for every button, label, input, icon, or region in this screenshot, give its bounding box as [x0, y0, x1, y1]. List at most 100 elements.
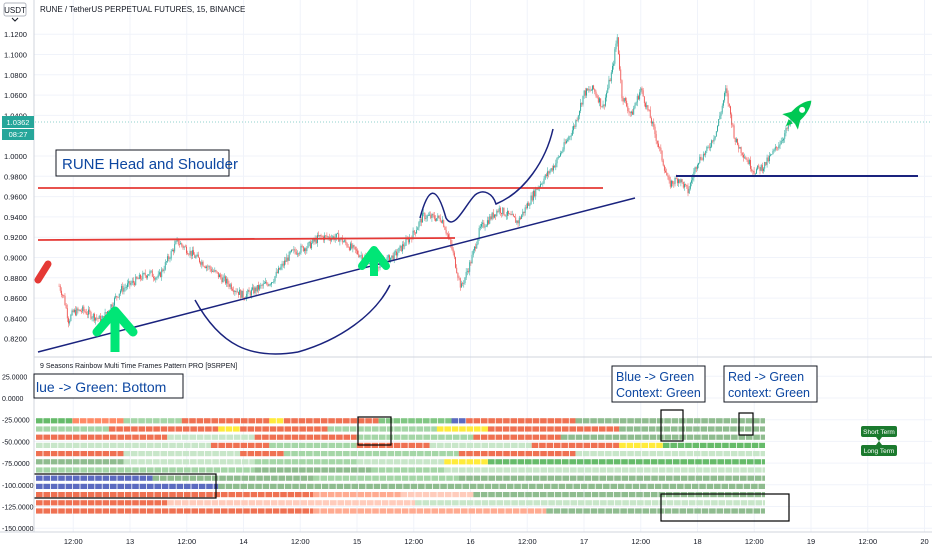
- indicator-cell: [584, 492, 591, 498]
- candle-body: [394, 251, 396, 253]
- indicator-cell: [343, 442, 350, 448]
- indicator-cell: [558, 483, 566, 489]
- title-annotation[interactable]: RUNE Head and Shoulder: [55, 149, 238, 177]
- indicator-cell: [269, 451, 277, 457]
- indicator-cell: [269, 426, 277, 432]
- candle-body: [774, 146, 776, 150]
- indicator-cell: [444, 467, 451, 473]
- indicator-cell: [300, 475, 308, 481]
- indicator-cell: [386, 434, 393, 440]
- candle-body: [634, 105, 636, 109]
- indicator-tick-label: -125.0000: [2, 505, 34, 512]
- indicator-cell: [233, 500, 241, 506]
- note2-annotation[interactable]: Red -> Green context: Green: [723, 365, 818, 403]
- candle-body: [390, 257, 392, 262]
- indicator-cell: [387, 475, 394, 481]
- indicator-cell: [569, 451, 576, 457]
- candle-body: [359, 255, 361, 257]
- indicator-cell: [191, 442, 198, 448]
- note1-annotation[interactable]: Blue -> Green Context: Green: [611, 365, 706, 403]
- candle-body: [604, 97, 606, 106]
- indicator-cell: [694, 434, 701, 440]
- indicator-cell: [634, 426, 641, 432]
- candle-body: [184, 246, 186, 248]
- indicator-cell: [459, 467, 466, 473]
- candle-body: [181, 243, 183, 246]
- candle-body: [740, 147, 742, 154]
- indicator-cell: [335, 451, 343, 457]
- indicator-cell: [36, 451, 43, 457]
- indicator-cell: [250, 492, 258, 498]
- indicator-cell: [473, 475, 481, 481]
- indicator-cell: [191, 483, 198, 489]
- candle-body: [629, 111, 631, 114]
- indicator-cell: [110, 459, 117, 465]
- indicator-cell: [671, 418, 679, 424]
- indicator-cell: [320, 418, 328, 424]
- indicator-cell: [510, 475, 518, 481]
- indicator-cell: [747, 492, 754, 498]
- indicator-cell: [576, 459, 584, 465]
- indicator-cell: [423, 442, 430, 448]
- candle-body: [135, 276, 137, 286]
- indicator-cell: [167, 434, 174, 440]
- candle-body: [588, 89, 590, 91]
- indicator-cell: [451, 467, 459, 473]
- candle-body: [248, 290, 250, 292]
- indicator-cell: [460, 434, 467, 440]
- indicator-cell: [110, 451, 117, 457]
- indicator-cell: [357, 508, 365, 514]
- price-tick-label: 1.1000: [4, 51, 27, 60]
- indicator-cell: [196, 434, 204, 440]
- indicator-cell: [313, 475, 320, 481]
- indicator-cell: [176, 442, 184, 448]
- candle-body: [239, 289, 241, 295]
- candle-body: [119, 290, 121, 294]
- indicator-cell: [725, 475, 732, 481]
- candle-body: [562, 149, 564, 152]
- currency-chevron-icon[interactable]: [11, 17, 19, 22]
- indicator-cell: [102, 434, 110, 440]
- indicator-cell: [606, 426, 613, 432]
- candle-body: [186, 246, 187, 254]
- indicator-cell: [430, 418, 438, 424]
- currency-badge[interactable]: USDT: [3, 2, 27, 17]
- candle-body: [724, 92, 726, 101]
- indicator-cell: [287, 508, 295, 514]
- bottom-note-annotation[interactable]: lue -> Green: Bottom: [33, 373, 184, 399]
- candle-body: [444, 226, 446, 230]
- indicator-cell: [174, 475, 182, 481]
- indicator-cell: [702, 459, 710, 465]
- candle-body: [584, 90, 586, 96]
- indicator-cell: [688, 475, 695, 481]
- indicator-cell: [612, 508, 620, 514]
- indicator-cell: [736, 442, 744, 448]
- legend-long-term: Long Term: [861, 441, 897, 456]
- candle-body: [114, 297, 115, 306]
- candle-body: [706, 147, 708, 151]
- candle-body: [165, 261, 167, 263]
- indicator-cell: [206, 483, 213, 489]
- candle-body: [262, 283, 264, 286]
- candle-body: [335, 233, 337, 238]
- indicator-cell: [147, 508, 154, 514]
- candle-body: [472, 250, 474, 255]
- indicator-cell: [350, 434, 357, 440]
- indicator-cell: [466, 451, 473, 457]
- candle-body: [551, 168, 553, 171]
- candle-body: [73, 309, 75, 312]
- candle-body: [298, 253, 300, 255]
- indicator-cell: [65, 500, 73, 506]
- indicator-cell: [686, 434, 694, 440]
- indicator-cell: [459, 426, 466, 432]
- indicator-cell: [139, 500, 147, 506]
- indicator-cell: [154, 434, 161, 440]
- indicator-cell: [364, 475, 372, 481]
- indicator-cell: [50, 508, 58, 514]
- indicator-cell: [400, 467, 408, 473]
- indicator-cell: [483, 508, 490, 514]
- indicator-cell: [102, 459, 110, 465]
- candle-body: [195, 256, 197, 258]
- indicator-cell: [58, 508, 65, 514]
- indicator-cell: [642, 434, 649, 440]
